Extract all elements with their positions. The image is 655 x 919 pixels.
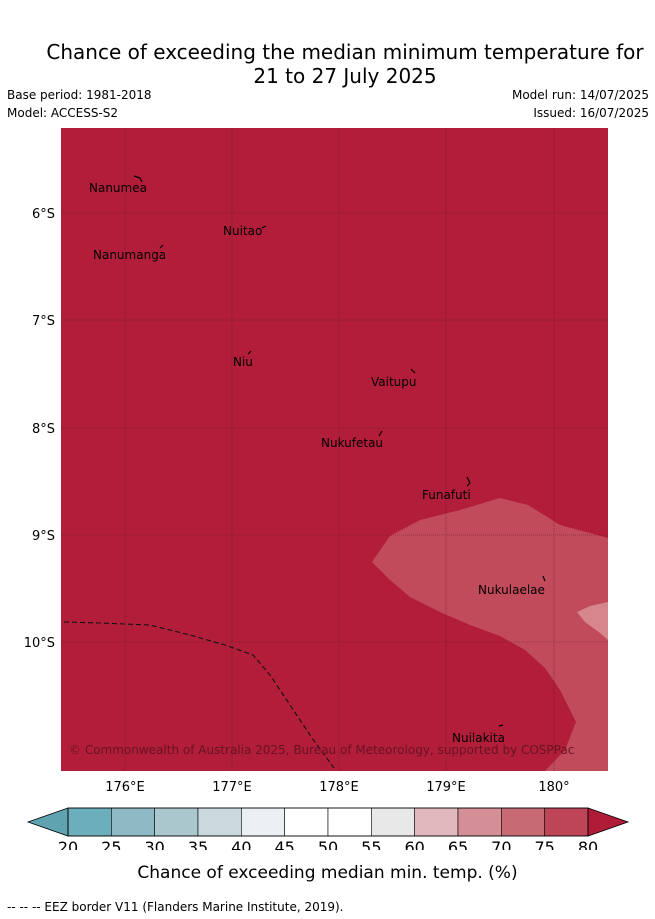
- colorbar-segment: [154, 807, 199, 837]
- lon-tick-180: 180°: [538, 780, 569, 795]
- island-labels: Nanumea Nuitao Nanumanga Niu Vaitupu Nuk…: [89, 181, 545, 745]
- island-label-funafuti: Funafuti: [422, 488, 471, 502]
- colorbar-tick-label: 80: [578, 838, 598, 850]
- island-label-nuilakita: Nuilakita: [452, 731, 505, 745]
- island-label-nukulaelae: Nukulaelae: [478, 583, 545, 597]
- lat-tick-7s: 7°S: [32, 314, 55, 329]
- colorbar-segment: [457, 807, 502, 837]
- colorbar-tick-label: 60: [404, 838, 424, 850]
- lat-tick-labels: 6°S 7°S 8°S 9°S 10°S: [24, 207, 55, 651]
- colorbar-label: Chance of exceeding median min. temp. (%…: [137, 863, 518, 883]
- island-shapes: [133, 175, 546, 727]
- island-label-vaitupu: Vaitupu: [371, 375, 417, 389]
- colorbar-over-arrow: [587, 807, 630, 837]
- lon-tick-177e: 177°E: [212, 780, 252, 795]
- colorbar-tick-labels: 20 25 30 35 40 45 50 55 60 65 70 75 80: [58, 838, 598, 850]
- lat-tick-8s: 8°S: [32, 422, 55, 437]
- colorbar-tick-label: 40: [231, 838, 251, 850]
- lat-tick-6s: 6°S: [32, 207, 55, 222]
- map-background-band: [61, 128, 608, 771]
- model-name: Model: ACCESS-S2: [7, 106, 119, 120]
- colorbar-tick-label: 75: [534, 838, 554, 850]
- colorbar-tick-label: 70: [491, 838, 511, 850]
- base-period: Base period: 1981-2018: [7, 88, 152, 102]
- colorbar: 20 25 30 35 40 45 50 55 60 65 70 75 80: [26, 807, 630, 850]
- colorbar-segment: [501, 807, 545, 837]
- island-label-nanumanga: Nanumanga: [93, 248, 166, 262]
- colorbar-tick-label: 50: [318, 838, 338, 850]
- colorbar-segment: [327, 807, 372, 837]
- colorbar-tick-label: 65: [448, 838, 468, 850]
- island-label-nukufetau: Nukufetau: [321, 436, 383, 450]
- colorbar-segment: [67, 807, 112, 837]
- title-line-2: 21 to 27 July 2025: [253, 64, 437, 88]
- colorbar-segments: [67, 807, 589, 837]
- colorbar-segment: [371, 807, 415, 837]
- colorbar-tick-label: 45: [274, 838, 294, 850]
- colorbar-under-arrow: [26, 807, 69, 837]
- eez-border: [63, 621, 335, 769]
- colorbar-segment: [544, 807, 589, 837]
- issued-date: Issued: 16/07/2025: [533, 106, 649, 120]
- colorbar-tick-label: 55: [361, 838, 381, 850]
- colorbar-segment: [414, 807, 459, 837]
- lon-tick-labels: 176°E 177°E 178°E 179°E 180°: [105, 780, 569, 795]
- lat-tick-10s: 10°S: [24, 636, 55, 651]
- colorbar-segment: [284, 807, 329, 837]
- lon-tick-176e: 176°E: [105, 780, 145, 795]
- island-label-nuitao: Nuitao: [223, 224, 262, 238]
- island-label-niu: Niu: [233, 355, 253, 369]
- colorbar-tick-label: 35: [188, 838, 208, 850]
- map-area: Nanumea Nuitao Nanumanga Niu Vaitupu Nuk…: [61, 128, 608, 771]
- colorbar-segment: [111, 807, 155, 837]
- eez-footnote: -- -- -- EEZ border V11 (Flanders Marine…: [7, 900, 344, 914]
- colorbar-tick-label: 30: [144, 838, 164, 850]
- chart-title: Chance of exceeding the median minimum t…: [0, 40, 655, 88]
- colorbar-frame: [67, 807, 589, 837]
- title-line-1: Chance of exceeding the median minimum t…: [46, 40, 644, 64]
- colorbar-tick-label: 20: [58, 838, 78, 850]
- island-label-nanumea: Nanumea: [89, 181, 147, 195]
- band-75-80: [372, 498, 608, 771]
- copyright-notice: © Commonwealth of Australia 2025, Bureau…: [69, 743, 574, 757]
- map-figure: Nanumea Nuitao Nanumanga Niu Vaitupu Nuk…: [24, 128, 630, 850]
- lat-tick-9s: 9°S: [32, 529, 55, 544]
- model-run: Model run: 14/07/2025: [511, 88, 649, 102]
- lon-tick-178e: 178°E: [319, 780, 359, 795]
- band-70-75: [577, 602, 608, 640]
- lon-tick-179e: 179°E: [426, 780, 466, 795]
- colorbar-segment: [241, 807, 285, 837]
- colorbar-tick-label: 25: [101, 838, 121, 850]
- colorbar-segment: [197, 807, 242, 837]
